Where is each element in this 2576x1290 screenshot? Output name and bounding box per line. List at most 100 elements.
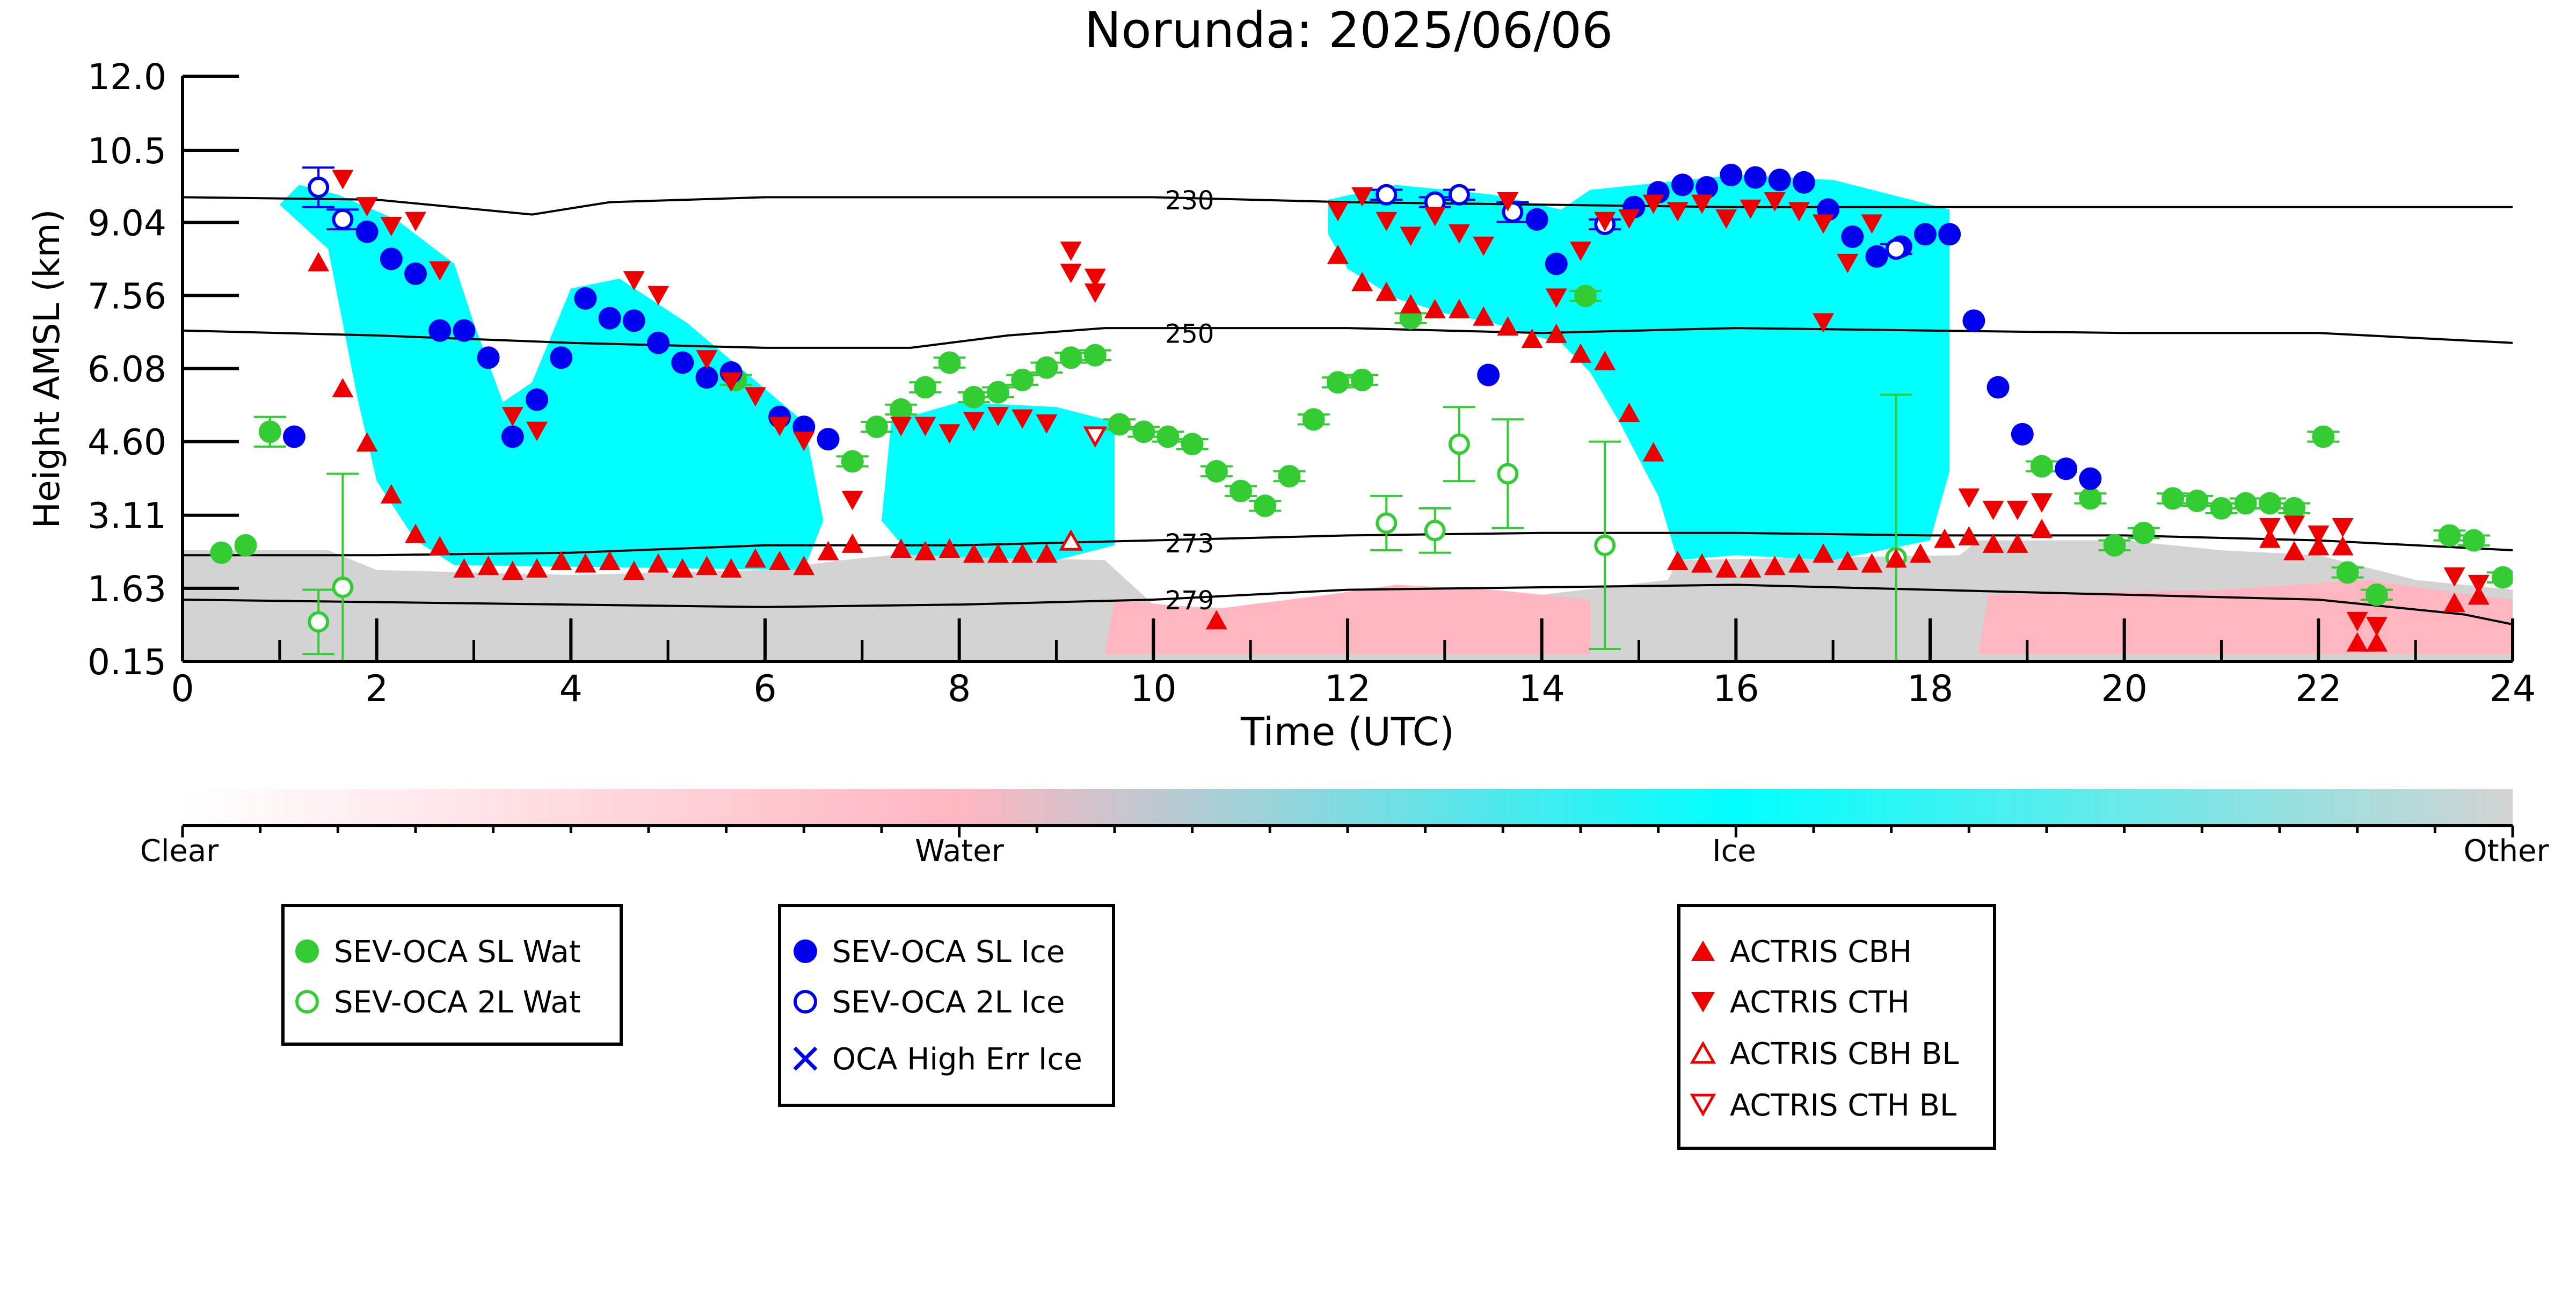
legend-entry: ACTRIS CTH BL bbox=[1730, 1088, 1956, 1123]
series-actris-cbh-bl bbox=[1059, 529, 1083, 551]
data-point bbox=[1497, 192, 1519, 212]
axes: 0 2 4 6 8 10 12 14 16 18 20 22 24 0.151.633.114.606.… bbox=[88, 56, 2536, 710]
data-point bbox=[720, 558, 742, 578]
data-point bbox=[623, 560, 645, 580]
data-point bbox=[1691, 194, 1713, 214]
data-point bbox=[1695, 176, 1719, 199]
y-tick-label: 0.15 bbox=[88, 642, 166, 683]
legend-frame bbox=[778, 904, 1115, 1107]
data-point bbox=[2210, 497, 2233, 520]
legend-marker-filled-circle bbox=[295, 939, 319, 963]
data-point bbox=[1060, 264, 1082, 283]
data-point bbox=[1982, 500, 2004, 520]
data-point bbox=[1327, 244, 1349, 264]
data-point bbox=[841, 450, 864, 473]
x-ticks: 0 2 4 6 8 10 12 14 16 18 20 22 24 bbox=[171, 618, 2536, 710]
y-tick-label: 4.60 bbox=[88, 422, 166, 463]
data-point bbox=[380, 484, 402, 504]
y-tick-label: 6.08 bbox=[88, 349, 166, 390]
phase-colorbar: Clear Water Ice Other bbox=[140, 789, 2549, 869]
legend-entry: SEV-OCA SL Wat bbox=[334, 935, 581, 970]
series-sev-oca-sl-ice bbox=[282, 163, 2102, 490]
colorbar-gradient bbox=[183, 789, 2513, 826]
data-point bbox=[1667, 202, 1689, 222]
data-point bbox=[355, 220, 379, 243]
data-point bbox=[2006, 533, 2028, 553]
data-point bbox=[526, 421, 548, 441]
cloud-region-ice bbox=[1328, 175, 1950, 560]
colorbar-label-clear: Clear bbox=[140, 834, 219, 869]
data-point bbox=[623, 271, 645, 291]
data-point bbox=[890, 417, 912, 436]
data-point bbox=[1036, 543, 1058, 563]
data-point bbox=[622, 309, 645, 332]
x-tick-label: 12 bbox=[1325, 668, 1371, 710]
x-tick-label: 10 bbox=[1130, 668, 1177, 710]
data-point bbox=[1525, 208, 1548, 231]
data-point bbox=[1326, 371, 1349, 394]
data-point bbox=[1885, 548, 1907, 568]
data-point bbox=[1376, 184, 1398, 206]
data-point bbox=[2011, 422, 2034, 446]
series-actris-cbh bbox=[308, 244, 2490, 652]
data-point bbox=[987, 407, 1009, 427]
data-point bbox=[356, 432, 378, 452]
data-point bbox=[817, 428, 840, 451]
data-point bbox=[2132, 521, 2155, 544]
data-point bbox=[1156, 425, 1180, 448]
data-point bbox=[1909, 543, 1931, 563]
isotherm-layer bbox=[183, 196, 2513, 625]
y-tick-label: 10.5 bbox=[88, 130, 166, 172]
data-point bbox=[1642, 442, 1664, 462]
data-point bbox=[1497, 316, 1519, 336]
data-point bbox=[308, 252, 330, 272]
legend-marker-open-circle bbox=[295, 990, 319, 1014]
data-point bbox=[2162, 487, 2185, 510]
data-point bbox=[914, 376, 937, 399]
data-point bbox=[1376, 512, 1398, 534]
data-point bbox=[2443, 593, 2465, 613]
x-tick-label: 16 bbox=[1713, 668, 1759, 710]
data-point bbox=[1691, 553, 1713, 573]
legend-entry: SEV-OCA SL Ice bbox=[832, 935, 1065, 970]
data-point bbox=[282, 425, 305, 448]
x-tick-label: 8 bbox=[948, 668, 971, 710]
data-point bbox=[477, 346, 500, 369]
isotherm-line bbox=[183, 584, 2513, 625]
data-point bbox=[2055, 457, 2078, 480]
data-point bbox=[453, 319, 476, 342]
data-point bbox=[1715, 558, 1737, 578]
data-point bbox=[1545, 288, 1567, 308]
data-point bbox=[1351, 368, 1374, 391]
y-tick-label: 7.56 bbox=[88, 275, 166, 317]
x-tick-label: 22 bbox=[2295, 668, 2342, 710]
data-point bbox=[1477, 363, 1500, 387]
data-point bbox=[2030, 455, 2053, 478]
isotherm-line bbox=[183, 327, 2513, 349]
data-point bbox=[1205, 610, 1227, 630]
isotherm-label: 279 bbox=[1165, 586, 1214, 616]
x-tick-label: 6 bbox=[753, 668, 776, 710]
data-point bbox=[1574, 285, 1597, 308]
data-point bbox=[793, 432, 815, 451]
data-point bbox=[647, 553, 670, 573]
data-point bbox=[1132, 420, 1155, 443]
data-point bbox=[890, 538, 912, 558]
isotherm-line bbox=[183, 196, 2513, 216]
colorbar-label-water: Water bbox=[915, 834, 1005, 869]
data-point bbox=[1715, 209, 1737, 229]
data-point bbox=[501, 560, 523, 580]
data-point bbox=[2006, 500, 2028, 520]
legend-entry: SEV-OCA 2L Ice bbox=[832, 985, 1065, 1020]
data-point bbox=[2308, 525, 2330, 545]
data-point bbox=[962, 385, 985, 409]
data-point bbox=[914, 541, 936, 560]
data-point bbox=[550, 346, 573, 369]
data-point bbox=[1764, 192, 1786, 212]
data-point bbox=[2332, 536, 2354, 556]
data-point bbox=[696, 350, 718, 370]
data-point bbox=[938, 424, 960, 444]
data-point bbox=[1424, 520, 1446, 542]
data-point bbox=[453, 558, 475, 578]
data-point bbox=[405, 523, 426, 543]
